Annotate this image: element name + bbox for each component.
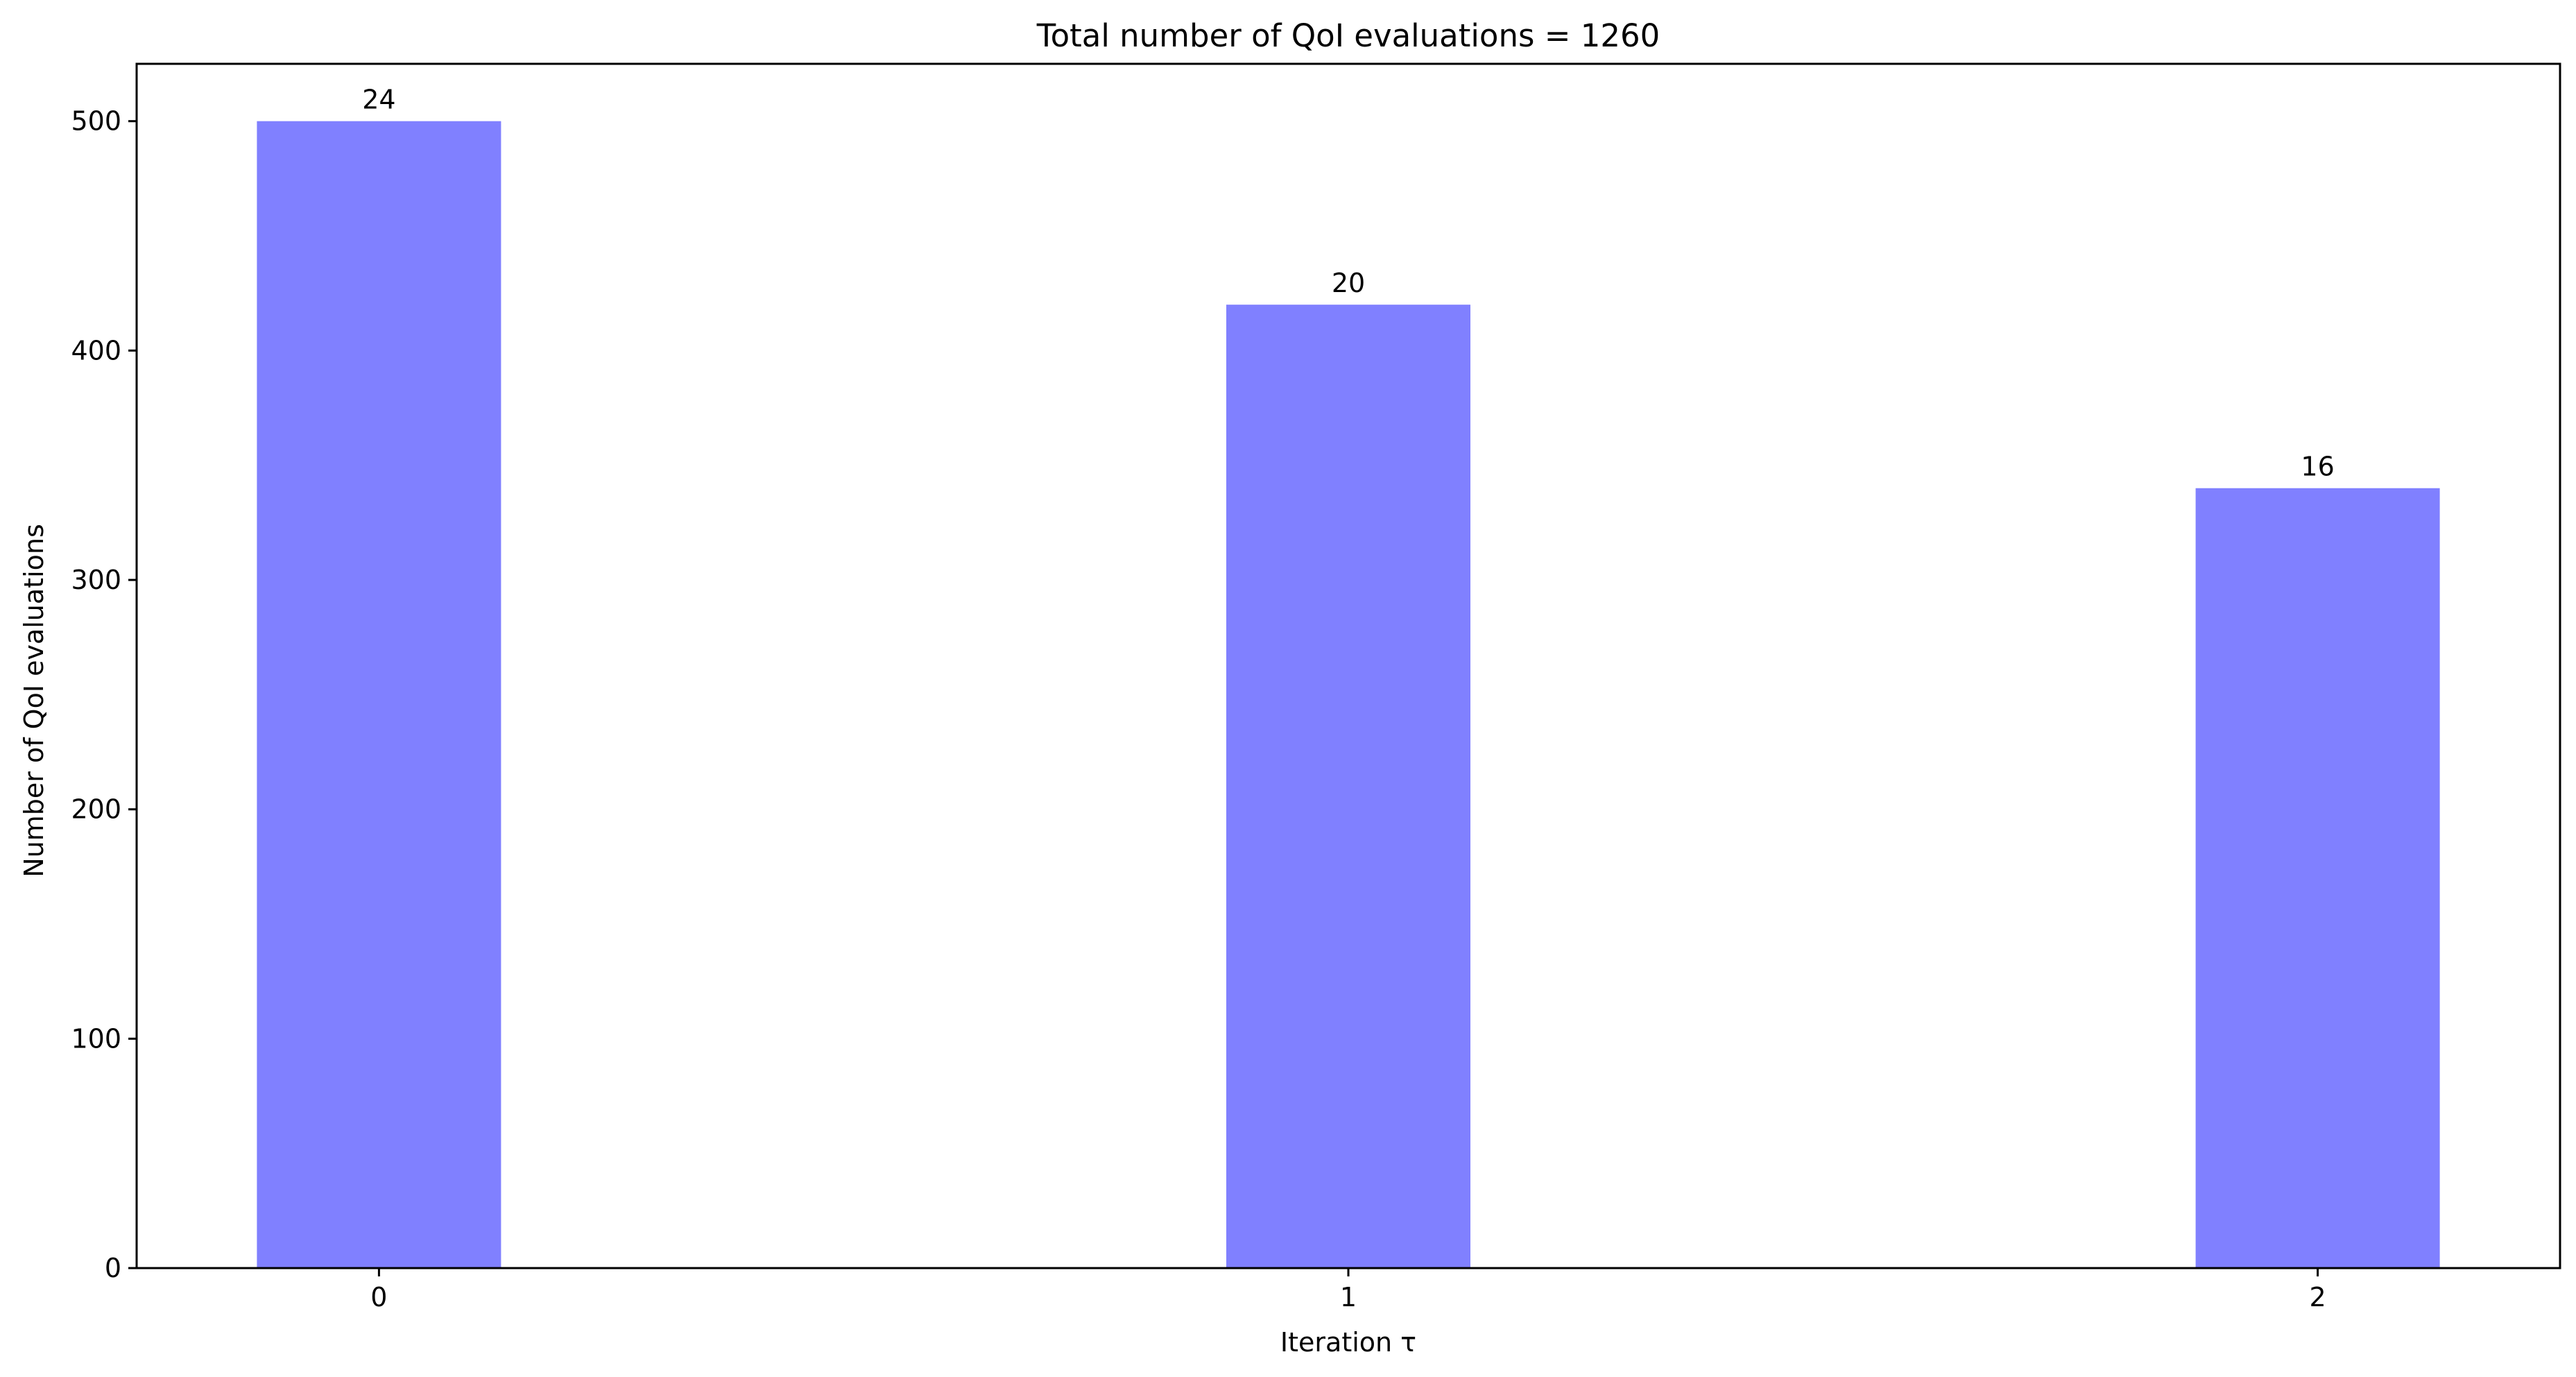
plot-frame [135,62,2561,1269]
bar-label-2: 16 [2301,452,2334,482]
x-axis-ticks: 0 1 2 [370,1268,2326,1312]
bar-0 [257,121,501,1269]
bar-2 [2195,488,2440,1268]
x-tick-label: 0 [370,1282,387,1312]
y-tick-label: 0 [105,1253,121,1283]
x-tick-label: 1 [1340,1282,1357,1312]
bar-label-1: 20 [1332,268,1365,298]
y-tick-label: 500 [71,106,121,137]
x-axis-label: Iteration τ [1280,1327,1416,1358]
y-axis-label: Number of QoI evaluations [19,524,49,878]
y-tick-label: 200 [71,794,121,825]
bars-group [257,121,2440,1269]
y-tick-label: 400 [71,335,121,366]
chart-title: Total number of QoI evaluations = 1260 [1036,17,1660,54]
x-tick-label: 2 [2310,1282,2326,1312]
y-tick-label: 300 [71,565,121,595]
bar-label-0: 24 [362,85,395,115]
y-axis-ticks: 0 100 200 300 400 500 [71,106,137,1283]
y-tick-label: 100 [71,1023,121,1054]
bar-1 [1226,305,1470,1269]
data-labels-group: 24 20 16 [362,85,2335,482]
